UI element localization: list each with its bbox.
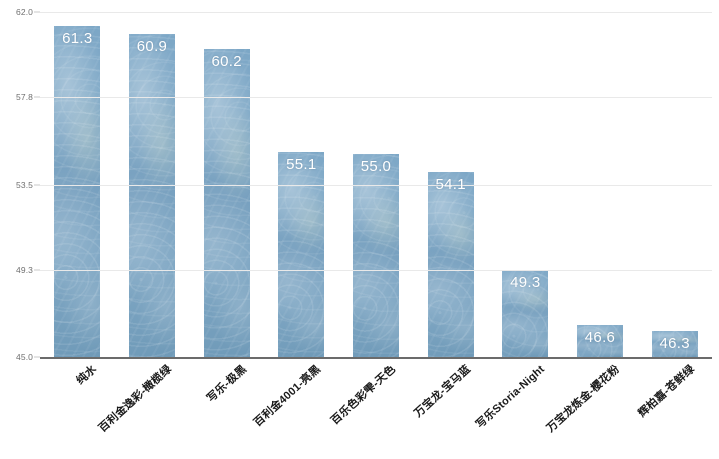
y-tick-mark (34, 356, 40, 358)
gridline (40, 184, 712, 186)
bar[interactable]: 60.2 (203, 48, 250, 357)
bar-value-label: 60.9 (136, 38, 168, 56)
bar-value-label: 46.6 (584, 328, 616, 346)
bar-value-label: 54.1 (435, 176, 466, 194)
bar-value-label: 61.3 (62, 30, 93, 48)
bar[interactable]: 54.1 (427, 172, 474, 357)
bar-group[interactable]: 46.6 (576, 324, 624, 357)
bar-group[interactable]: 55.0 (352, 154, 400, 357)
gridline (40, 269, 712, 271)
bar-group[interactable]: 61.3 (54, 26, 101, 357)
x-axis-category-label: 百利金4001-亮黑 (252, 363, 324, 430)
bar[interactable]: 49.3 (502, 269, 549, 357)
x-axis-category-label: 辉柏嘉-苍鲜绿 (635, 363, 697, 420)
bar-value-label: 55.0 (360, 158, 392, 176)
y-tick-mark (34, 184, 40, 185)
axis-baseline (40, 357, 712, 359)
bar[interactable]: 46.3 (651, 330, 698, 357)
x-axis-category-label: 百利金逸彩-橄榄绿 (96, 363, 175, 435)
bar[interactable]: 55.1 (278, 152, 325, 357)
y-tick-mark (34, 96, 40, 98)
y-tick-mark (34, 269, 40, 271)
x-axis-category-label: 写乐-极黑 (204, 363, 249, 405)
x-axis-category-label: 百乐色彩雫-天色 (328, 363, 399, 428)
x-axis-category-label: 纯水 (74, 363, 100, 388)
y-tick-label: 53.5 (16, 179, 33, 190)
y-tick-label: 62.0 (16, 7, 33, 17)
bar-group[interactable]: 60.9 (128, 34, 176, 357)
bar-group[interactable]: 60.2 (203, 48, 250, 357)
gridline (40, 97, 712, 99)
bar-group[interactable]: 46.3 (651, 330, 698, 357)
y-tick-label: 57.8 (16, 92, 33, 103)
bar-group[interactable]: 49.3 (502, 269, 549, 357)
bar-group[interactable]: 54.1 (427, 172, 474, 357)
x-axis-category-label: 写乐Storia-Night (474, 363, 548, 431)
bar[interactable]: 61.3 (54, 26, 101, 357)
bar[interactable]: 46.6 (576, 324, 624, 357)
bar-group[interactable]: 55.1 (278, 152, 325, 357)
bar[interactable]: 60.9 (128, 34, 176, 357)
bar[interactable]: 55.0 (352, 154, 400, 357)
plot-area: 61.3 60.9 60.2 55.1 55.0 54.1 49.3 46.6 46.3 62.… (16, 7, 712, 362)
y-tick-label: 49.3 (16, 264, 33, 275)
gridline (40, 12, 712, 13)
y-tick-mark (34, 11, 40, 13)
bar-value-label: 60.2 (211, 52, 242, 70)
x-axis-labels: 纯水 百利金逸彩-橄榄绿 写乐-极黑 百利金4001-亮黑 百乐色彩雫-天色 万宝龙-宝马… (40, 361, 712, 459)
bar-value-label: 49.3 (510, 273, 541, 291)
bar-series: 61.3 60.9 60.2 55.1 55.0 54.1 49.3 46.6 46.3 (40, 12, 712, 357)
bar-value-label: 46.3 (659, 334, 690, 352)
x-axis-category-label: 万宝龙炼金-樱花粉 (544, 363, 623, 435)
x-axis-category-label: 万宝龙-宝马蓝 (411, 363, 473, 420)
y-tick-label: 45.0 (16, 352, 33, 362)
bar-value-label: 55.1 (286, 156, 317, 174)
